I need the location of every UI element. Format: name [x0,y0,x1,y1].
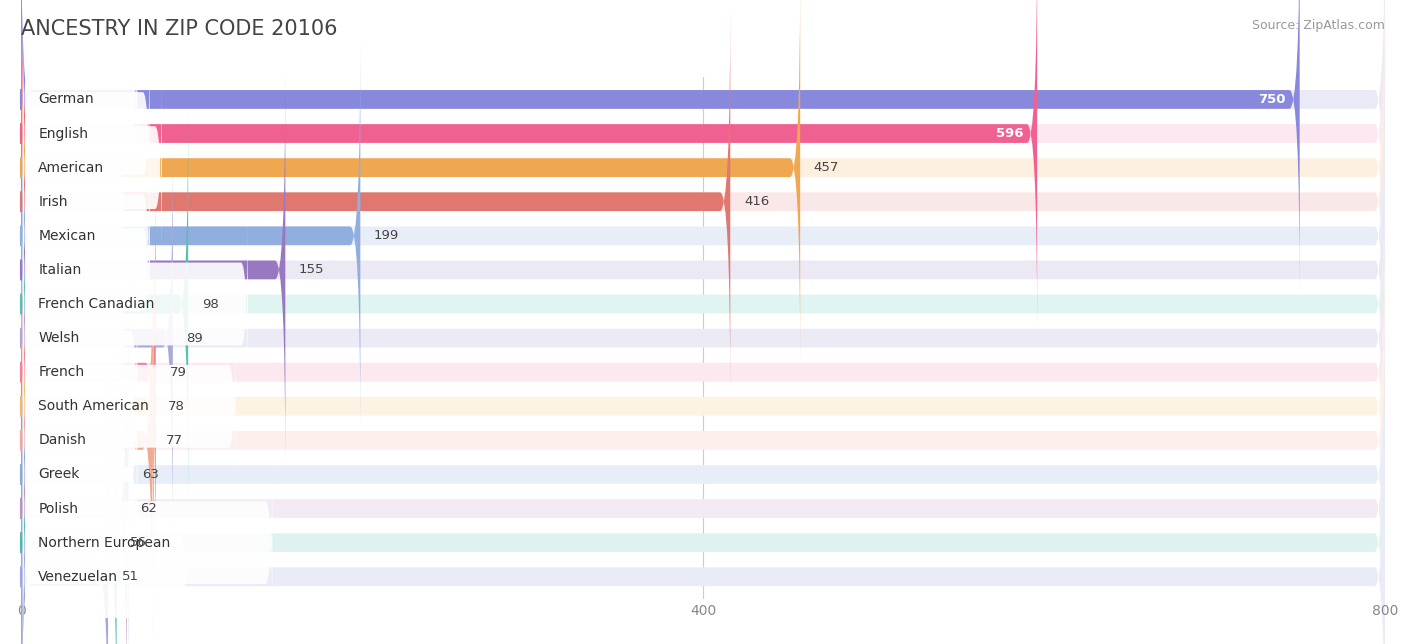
Text: Polish: Polish [38,502,79,516]
FancyBboxPatch shape [21,381,108,644]
Text: 62: 62 [141,502,157,515]
Text: 750: 750 [1258,93,1286,106]
FancyBboxPatch shape [21,75,285,465]
Text: English: English [38,126,89,140]
FancyBboxPatch shape [21,109,1385,499]
Text: French: French [38,365,84,379]
Text: Greek: Greek [38,468,80,482]
FancyBboxPatch shape [22,243,125,433]
Text: 199: 199 [374,229,399,242]
FancyBboxPatch shape [22,345,138,535]
FancyBboxPatch shape [21,177,1385,567]
FancyBboxPatch shape [22,448,273,638]
Text: 78: 78 [167,400,184,413]
FancyBboxPatch shape [22,379,125,569]
Text: South American: South American [38,399,149,413]
FancyBboxPatch shape [21,0,800,363]
FancyBboxPatch shape [21,245,152,636]
FancyBboxPatch shape [22,73,162,263]
FancyBboxPatch shape [21,0,1385,295]
Text: 89: 89 [187,332,204,345]
Text: Welsh: Welsh [38,331,79,345]
Text: 51: 51 [122,570,139,583]
Text: Danish: Danish [38,433,86,448]
FancyBboxPatch shape [21,75,1385,465]
FancyBboxPatch shape [21,0,1038,328]
FancyBboxPatch shape [21,41,360,431]
FancyBboxPatch shape [22,141,149,331]
FancyBboxPatch shape [22,413,138,603]
Text: ANCESTRY IN ZIP CODE 20106: ANCESTRY IN ZIP CODE 20106 [21,19,337,39]
Text: 98: 98 [202,298,218,310]
FancyBboxPatch shape [21,279,128,644]
FancyBboxPatch shape [21,211,1385,601]
FancyBboxPatch shape [21,143,1385,533]
Text: 457: 457 [814,161,839,174]
FancyBboxPatch shape [21,348,117,644]
Text: 79: 79 [169,366,186,379]
FancyBboxPatch shape [21,41,1385,431]
FancyBboxPatch shape [22,5,138,194]
FancyBboxPatch shape [21,109,188,499]
FancyBboxPatch shape [21,0,1385,363]
FancyBboxPatch shape [21,381,1385,644]
Text: American: American [38,160,104,175]
FancyBboxPatch shape [22,175,149,365]
FancyBboxPatch shape [21,211,155,601]
FancyBboxPatch shape [22,482,187,644]
FancyBboxPatch shape [21,0,1385,328]
FancyBboxPatch shape [21,6,1385,397]
Text: Northern European: Northern European [38,536,170,550]
Text: 155: 155 [299,263,325,276]
FancyBboxPatch shape [22,209,247,399]
FancyBboxPatch shape [21,314,1385,644]
Text: 416: 416 [744,195,769,208]
Text: Italian: Italian [38,263,82,277]
Text: 596: 596 [995,127,1024,140]
Text: 77: 77 [166,434,183,447]
FancyBboxPatch shape [21,314,127,644]
FancyBboxPatch shape [21,0,1299,295]
Text: Irish: Irish [38,194,67,209]
FancyBboxPatch shape [21,143,173,533]
Text: Mexican: Mexican [38,229,96,243]
FancyBboxPatch shape [22,311,236,501]
FancyBboxPatch shape [22,277,138,467]
FancyBboxPatch shape [22,39,149,229]
FancyBboxPatch shape [21,6,730,397]
Text: Source: ZipAtlas.com: Source: ZipAtlas.com [1251,19,1385,32]
FancyBboxPatch shape [22,107,125,297]
FancyBboxPatch shape [21,177,156,567]
FancyBboxPatch shape [21,348,1385,644]
Text: Venezuelan: Venezuelan [38,570,118,583]
FancyBboxPatch shape [21,245,1385,636]
Text: 56: 56 [131,536,148,549]
Text: 63: 63 [142,468,159,481]
Text: German: German [38,93,94,106]
Text: French Canadian: French Canadian [38,297,155,311]
FancyBboxPatch shape [21,279,1385,644]
